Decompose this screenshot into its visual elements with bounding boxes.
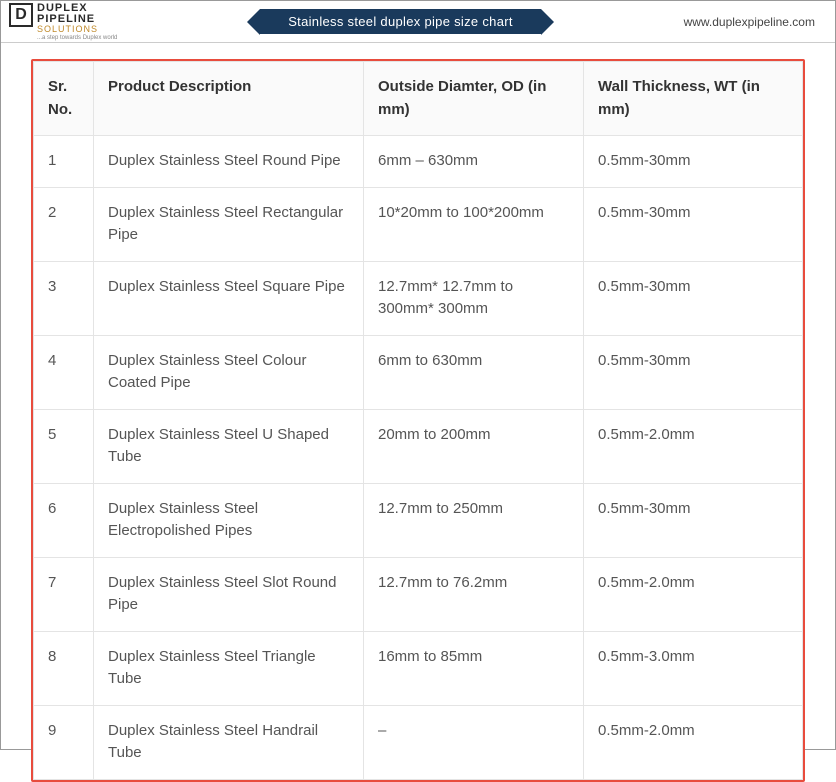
cell-sr: 7 bbox=[34, 557, 94, 631]
cell-desc: Duplex Stainless Steel Triangle Tube bbox=[94, 631, 364, 705]
cell-wt: 0.5mm-3.0mm bbox=[584, 631, 803, 705]
cell-desc: Duplex Stainless Steel Handrail Tube bbox=[94, 705, 364, 779]
cell-wt: 0.5mm-30mm bbox=[584, 136, 803, 188]
col-header-description: Product Description bbox=[94, 62, 364, 136]
logo-line3: SOLUTIONS bbox=[37, 25, 117, 34]
col-header-sr: Sr. No. bbox=[34, 62, 94, 136]
cell-desc: Duplex Stainless Steel Round Pipe bbox=[94, 136, 364, 188]
cell-sr: 3 bbox=[34, 261, 94, 335]
col-header-wt: Wall Thickness, WT (in mm) bbox=[584, 62, 803, 136]
table-row: 7 Duplex Stainless Steel Slot Round Pipe… bbox=[34, 557, 803, 631]
cell-od: 16mm to 85mm bbox=[364, 631, 584, 705]
cell-od: 6mm to 630mm bbox=[364, 335, 584, 409]
cell-wt: 0.5mm-2.0mm bbox=[584, 705, 803, 779]
header-bar: D DUPLEX PIPELINE SOLUTIONS ...a step to… bbox=[1, 1, 835, 43]
cell-desc: Duplex Stainless Steel Rectangular Pipe bbox=[94, 187, 364, 261]
cell-od: 12.7mm* 12.7mm to 300mm* 300mm bbox=[364, 261, 584, 335]
cell-od: 12.7mm to 250mm bbox=[364, 483, 584, 557]
logo-tagline: ...a step towards Duplex world bbox=[37, 35, 117, 41]
cell-od: 20mm to 200mm bbox=[364, 409, 584, 483]
cell-desc: Duplex Stainless Steel Electropolished P… bbox=[94, 483, 364, 557]
size-chart-table: Sr. No. Product Description Outside Diam… bbox=[33, 61, 803, 780]
table-row: 3 Duplex Stainless Steel Square Pipe 12.… bbox=[34, 261, 803, 335]
cell-sr: 1 bbox=[34, 136, 94, 188]
cell-sr: 8 bbox=[34, 631, 94, 705]
logo-line2: PIPELINE bbox=[37, 14, 117, 25]
cell-wt: 0.5mm-30mm bbox=[584, 335, 803, 409]
logo: D DUPLEX PIPELINE SOLUTIONS ...a step to… bbox=[9, 3, 117, 41]
cell-wt: 0.5mm-2.0mm bbox=[584, 409, 803, 483]
cell-desc: Duplex Stainless Steel Slot Round Pipe bbox=[94, 557, 364, 631]
cell-wt: 0.5mm-2.0mm bbox=[584, 557, 803, 631]
cell-wt: 0.5mm-30mm bbox=[584, 261, 803, 335]
table-row: 2 Duplex Stainless Steel Rectangular Pip… bbox=[34, 187, 803, 261]
table-row: 5 Duplex Stainless Steel U Shaped Tube 2… bbox=[34, 409, 803, 483]
cell-desc: Duplex Stainless Steel Square Pipe bbox=[94, 261, 364, 335]
table-row: 1 Duplex Stainless Steel Round Pipe 6mm … bbox=[34, 136, 803, 188]
cell-sr: 9 bbox=[34, 705, 94, 779]
cell-sr: 6 bbox=[34, 483, 94, 557]
table-row: 9 Duplex Stainless Steel Handrail Tube –… bbox=[34, 705, 803, 779]
cell-sr: 2 bbox=[34, 187, 94, 261]
table-header-row: Sr. No. Product Description Outside Diam… bbox=[34, 62, 803, 136]
cell-wt: 0.5mm-30mm bbox=[584, 187, 803, 261]
cell-sr: 4 bbox=[34, 335, 94, 409]
cell-desc: Duplex Stainless Steel U Shaped Tube bbox=[94, 409, 364, 483]
cell-wt: 0.5mm-30mm bbox=[584, 483, 803, 557]
table-row: 6 Duplex Stainless Steel Electropolished… bbox=[34, 483, 803, 557]
logo-line1: DUPLEX bbox=[37, 3, 117, 14]
cell-od: 6mm – 630mm bbox=[364, 136, 584, 188]
site-url: www.duplexpipeline.com bbox=[684, 15, 815, 29]
cell-sr: 5 bbox=[34, 409, 94, 483]
cell-desc: Duplex Stainless Steel Colour Coated Pip… bbox=[94, 335, 364, 409]
size-chart-frame: Sr. No. Product Description Outside Diam… bbox=[31, 59, 805, 782]
page-title-ribbon: Stainless steel duplex pipe size chart bbox=[260, 9, 541, 34]
table-row: 8 Duplex Stainless Steel Triangle Tube 1… bbox=[34, 631, 803, 705]
col-header-od: Outside Diamter, OD (in mm) bbox=[364, 62, 584, 136]
logo-text: DUPLEX PIPELINE SOLUTIONS ...a step towa… bbox=[37, 3, 117, 41]
cell-od: – bbox=[364, 705, 584, 779]
table-row: 4 Duplex Stainless Steel Colour Coated P… bbox=[34, 335, 803, 409]
table-body: 1 Duplex Stainless Steel Round Pipe 6mm … bbox=[34, 136, 803, 780]
logo-mark-icon: D bbox=[9, 3, 33, 27]
cell-od: 10*20mm to 100*200mm bbox=[364, 187, 584, 261]
cell-od: 12.7mm to 76.2mm bbox=[364, 557, 584, 631]
